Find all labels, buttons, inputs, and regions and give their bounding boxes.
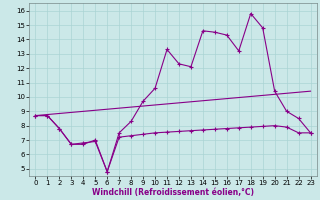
- X-axis label: Windchill (Refroidissement éolien,°C): Windchill (Refroidissement éolien,°C): [92, 188, 254, 197]
